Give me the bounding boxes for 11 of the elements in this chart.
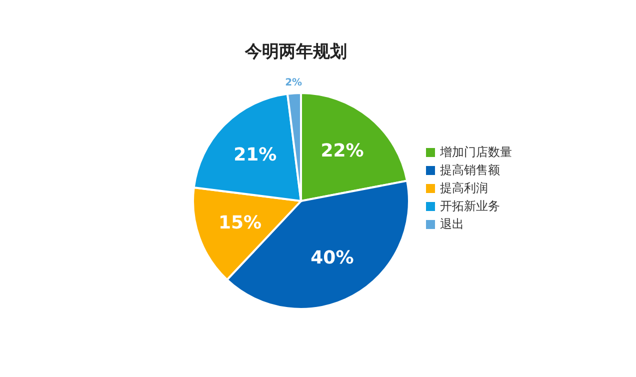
legend-label: 提高销售额: [440, 162, 500, 178]
data-label: 22%: [320, 140, 364, 162]
legend-label: 开拓新业务: [440, 198, 500, 214]
data-label: 40%: [310, 247, 354, 268]
legend-label: 增加门店数量: [440, 144, 512, 160]
data-label: 15%: [218, 212, 262, 234]
chart-title: 今明两年规划: [244, 41, 348, 63]
legend-label: 退出: [440, 216, 464, 232]
data-label: 21%: [234, 144, 277, 166]
legend-label: 提高利润: [440, 180, 488, 196]
data-label: 2%: [285, 78, 302, 89]
